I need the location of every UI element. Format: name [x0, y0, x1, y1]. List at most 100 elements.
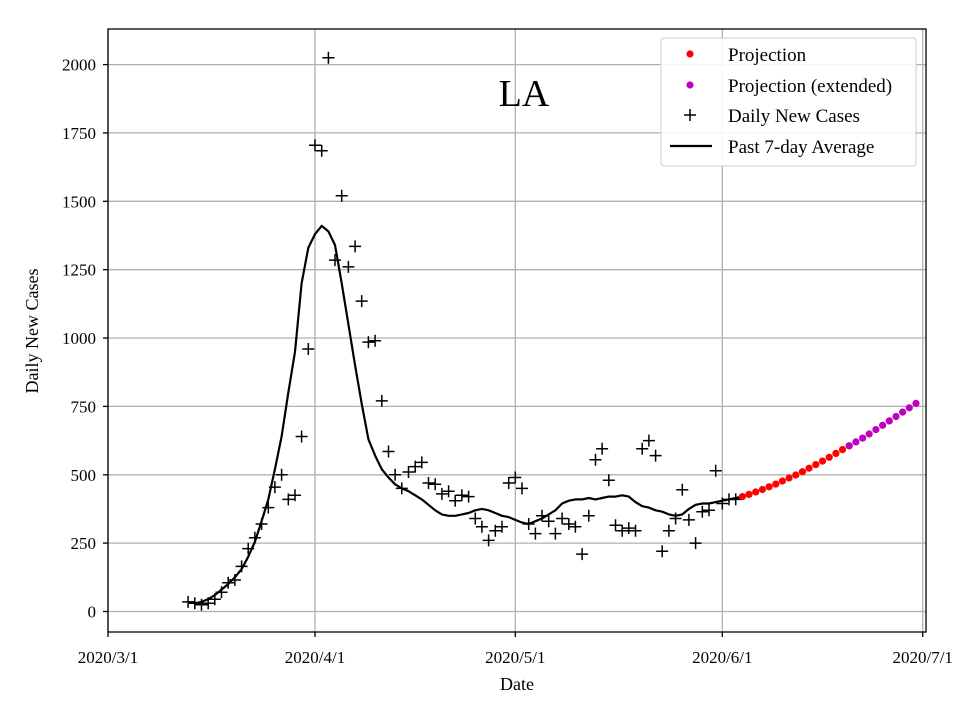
- daily-case-point: [268, 481, 281, 494]
- grid-lines: [107, 29, 926, 632]
- daily-case-point: [529, 527, 542, 540]
- legend-daily-cases-marker: [684, 109, 696, 121]
- daily-case-point: [455, 489, 468, 502]
- daily-case-point: [502, 477, 515, 489]
- daily-case-point: [248, 531, 261, 544]
- legend-projection-label: Projection: [728, 45, 807, 66]
- daily-case-point: [669, 512, 682, 525]
- projection-extended-point: [912, 399, 920, 407]
- daily-case-point: [235, 560, 248, 573]
- daily-case-point: [395, 482, 408, 495]
- daily-case-point: [282, 493, 295, 506]
- daily-case-point: [462, 490, 475, 503]
- daily-case-point: [402, 466, 415, 478]
- projection-point: [758, 485, 767, 494]
- projection-extended-point: [885, 417, 893, 425]
- projection-point: [818, 457, 827, 465]
- legend-projection-extended-label: Projection (extended): [728, 76, 892, 97]
- projection-extended-point: [899, 408, 907, 416]
- daily-case-point: [682, 513, 695, 526]
- projection-point: [798, 468, 807, 476]
- daily-case-point: [449, 494, 462, 507]
- daily-case-point: [242, 542, 255, 555]
- y-tick-label: 1250: [62, 261, 96, 280]
- daily-case-point: [429, 478, 442, 491]
- daily-case-point: [295, 430, 308, 443]
- projection-point: [792, 471, 800, 479]
- daily-case-point: [576, 548, 589, 561]
- daily-case-point: [188, 597, 201, 610]
- projection-point: [752, 488, 760, 496]
- daily-case-point: [342, 260, 355, 273]
- daily-case-point: [662, 524, 675, 537]
- daily-case-point: [409, 460, 422, 473]
- daily-case-point: [656, 545, 669, 558]
- x-tick-label: 2020/3/1: [78, 648, 138, 667]
- x-tick-label: 2020/4/1: [285, 648, 345, 667]
- daily-case-point: [389, 468, 402, 481]
- legend-projection-extended-marker: [686, 81, 694, 89]
- daily-case-point: [729, 493, 742, 506]
- daily-case-point: [596, 442, 609, 455]
- daily-case-point: [228, 574, 241, 586]
- daily-case-point: [262, 501, 275, 514]
- y-tick-label: 1500: [62, 192, 96, 211]
- y-axis-label: Daily New Cases: [22, 269, 42, 394]
- daily-case-point: [629, 524, 642, 537]
- daily-case-point: [355, 295, 368, 308]
- legend-box: [660, 37, 917, 167]
- axis-ticks: 0 250 500 750 1000 1250 1500 1750 2000 2020/3/1 20…: [62, 56, 953, 667]
- projection-point: [812, 461, 820, 469]
- projection-extended-point: [905, 404, 913, 412]
- daily-case-point: [516, 482, 528, 495]
- plot-frame: [107, 28, 927, 633]
- daily-case-point: [489, 524, 502, 537]
- y-tick-label: 0: [88, 603, 97, 622]
- x-tick-label: 2020/6/1: [692, 648, 752, 667]
- daily-case-point: [562, 518, 575, 530]
- daily-case-point: [622, 522, 635, 535]
- daily-case-point: [195, 598, 208, 611]
- projection-point: [825, 453, 833, 461]
- daily-case-point: [642, 434, 655, 447]
- daily-case-point: [275, 468, 288, 481]
- daily-case-point: [475, 520, 488, 533]
- daily-case-point: [335, 189, 348, 202]
- projection-layer: [738, 399, 920, 501]
- y-tick-label: 750: [71, 397, 97, 416]
- daily-case-point: [716, 497, 729, 510]
- projection-point: [738, 493, 747, 501]
- daily-case-point: [536, 509, 548, 522]
- daily-case-point: [689, 537, 702, 550]
- projection-extended-point: [879, 421, 887, 429]
- legend-daily-cases-label: Daily New Cases: [728, 106, 860, 127]
- seven-day-average-line: [187, 224, 743, 605]
- daily-case-point: [202, 597, 215, 610]
- y-tick-label: 1750: [62, 124, 96, 143]
- daily-case-point: [549, 527, 562, 540]
- legend-average-label: Past 7-day Average: [728, 137, 874, 158]
- daily-case-point: [315, 144, 328, 157]
- projection-point: [772, 480, 780, 488]
- projection-extended-point: [845, 442, 853, 450]
- seven-day-average-layer: [187, 224, 743, 605]
- daily-case-point: [522, 518, 535, 530]
- projection-point: [832, 449, 840, 457]
- projection-extended-point: [859, 434, 867, 442]
- daily-case-point: [589, 453, 602, 466]
- daily-case-point: [222, 576, 235, 589]
- daily-case-point: [375, 394, 388, 407]
- daily-case-point: [435, 487, 448, 500]
- daily-case-point: [382, 445, 395, 458]
- daily-case-point: [569, 520, 582, 533]
- daily-case-point: [182, 595, 195, 608]
- daily-case-point: [208, 593, 221, 606]
- chart-title: LA: [499, 73, 550, 115]
- daily-case-point: [322, 51, 335, 64]
- legend-projection-marker: [686, 50, 694, 58]
- daily-case-point: [676, 483, 689, 496]
- y-tick-label: 250: [71, 534, 97, 553]
- x-axis-label: Date: [500, 674, 534, 694]
- daily-case-point: [703, 504, 715, 517]
- projection-point: [838, 446, 847, 454]
